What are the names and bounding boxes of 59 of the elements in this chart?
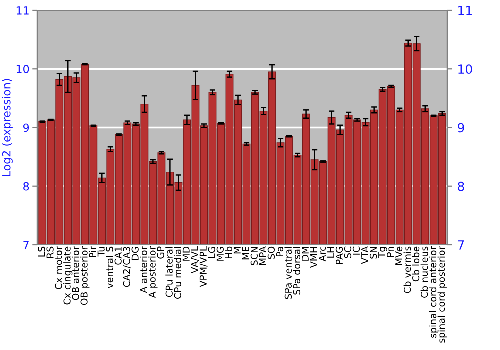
x-tick-label: Pn: [387, 247, 394, 257]
x-tick-label: OB anterior: [72, 246, 80, 300]
x-tick-label: VA/VL: [191, 246, 200, 274]
x-tick-label: MVe: [396, 246, 403, 266]
y-tick-label: 8: [24, 182, 30, 191]
x-tick-label: M: [234, 247, 241, 254]
x-tick-label: LS: [38, 246, 46, 257]
y-axis-title: Log2 (expression): [2, 79, 13, 176]
x-tick-label: SN: [370, 247, 378, 259]
x-tick-label: Cb nucleus: [420, 246, 428, 298]
x-tick-label: Cb vermis: [404, 246, 412, 294]
x-tick-label: spinal cord anterior: [429, 246, 438, 338]
x-tick-label: VTA: [362, 246, 368, 264]
x-tick-label: DM: [302, 247, 309, 261]
y2-tick-label: 10: [458, 64, 472, 74]
x-tick-label: ventral S: [106, 246, 114, 288]
x-tick-label: Pir: [89, 246, 96, 258]
x-tick-label: VMH: [310, 247, 318, 268]
x-tick-label: SCN: [250, 247, 258, 266]
x-tick-label: Cb lobe: [412, 246, 420, 282]
x-tick-label: A anterior: [140, 246, 148, 294]
y2-tick-label: 11: [458, 6, 472, 16]
x-tick-label: A posterior: [148, 246, 158, 298]
x-tick-label: MPA: [259, 246, 266, 266]
x-tick-label: LG: [208, 247, 216, 258]
y-tick-label: 9: [23, 124, 30, 132]
y2-tick-label: 7: [458, 240, 464, 250]
x-tick-label: ME: [242, 246, 250, 260]
y-tick-label: 10: [16, 65, 30, 74]
x-tick-label: CPu lateral: [166, 247, 173, 298]
x-tick-label: LH: [328, 247, 334, 258]
y2-tick-label: 8: [458, 182, 464, 192]
x-tick-label: PAG: [336, 247, 344, 264]
x-tick-label: CPu medial: [174, 247, 182, 300]
x-tick-label: SPa ventral: [284, 247, 292, 300]
x-tick-label: CA2/CA3: [123, 247, 132, 288]
y2-tick-label: 9: [458, 123, 464, 133]
y-tick-label: 11: [16, 6, 29, 15]
x-tick-label: MG: [216, 247, 224, 261]
x-tick-label: MD: [182, 246, 190, 261]
x-tick-label: Tg: [378, 247, 388, 258]
x-tick-label: IC: [352, 246, 360, 255]
x-tick-label: CA1: [114, 247, 122, 265]
x-tick-label: VPM/VPL: [200, 246, 208, 288]
x-tick-label: GP: [157, 246, 164, 259]
x-tick-label: Tu: [98, 247, 105, 257]
x-tick-label: SPa dorsal: [293, 247, 301, 295]
x-tick-label: SC: [344, 246, 352, 258]
x-tick-label: Arc: [319, 246, 326, 262]
x-tick-label: spinal cord posterior: [438, 246, 447, 343]
x-tick-label: Hb: [225, 246, 232, 259]
x-tick-label: RS: [46, 246, 54, 258]
x-tick-label: Cx motor: [55, 246, 62, 290]
x-tick-label: Cx cingulate: [64, 246, 73, 305]
x-tick-label: OB posterior: [80, 246, 90, 306]
y-tick-label: 7: [24, 241, 29, 250]
x-tick-label: SO: [268, 246, 276, 260]
x-tick-label: DG: [132, 247, 139, 260]
x-tick-label: Pa: [276, 247, 284, 257]
